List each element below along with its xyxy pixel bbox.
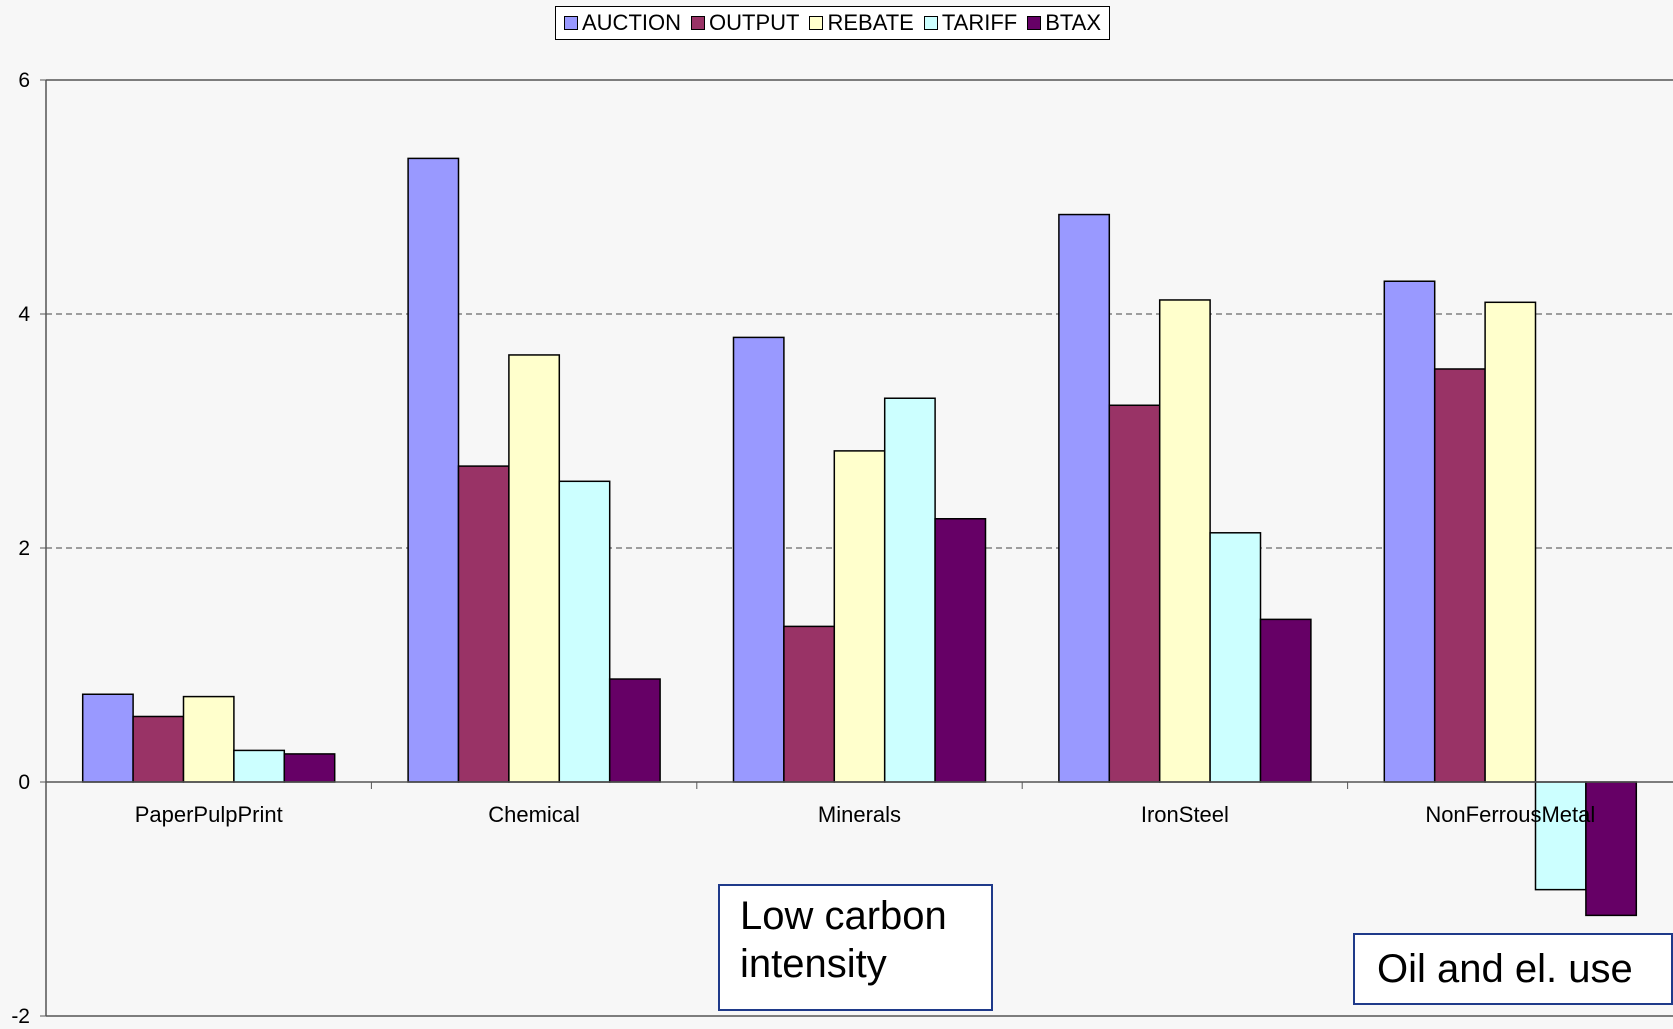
bar-output-paperpulpprint — [132, 715, 185, 783]
bar-btax-ironsteel — [1259, 618, 1312, 783]
bar-btax-minerals — [934, 518, 987, 783]
bar-rebate-ironsteel — [1158, 299, 1211, 783]
bar-rebate-chemical — [508, 354, 561, 783]
legend-label: OUTPUT — [709, 10, 800, 35]
legend-item-output: OUTPUT — [691, 10, 799, 36]
legend-item-tariff: TARIFF — [923, 10, 1018, 36]
bar-auction-minerals — [732, 336, 785, 783]
legend: AUCTION OUTPUT REBATE TARIFF BTAX — [555, 6, 1111, 40]
x-tick-label: IronSteel — [1141, 802, 1229, 827]
legend-swatch — [691, 16, 705, 30]
legend-label: TARIFF — [941, 10, 1018, 35]
legend-item-rebate: REBATE — [809, 10, 914, 36]
x-tick-label: NonFerrousMetal — [1425, 802, 1595, 827]
bar-btax-paperpulpprint — [283, 753, 336, 783]
annotation-low-carbon-line1: Low carbon — [740, 894, 947, 938]
legend-label: AUCTION — [582, 10, 681, 35]
bar-auction-nonferrousmetal — [1383, 280, 1436, 783]
bar-output-minerals — [783, 625, 836, 783]
bar-auction-ironsteel — [1058, 213, 1111, 783]
bar-output-nonferrousmetal — [1433, 368, 1486, 783]
legend-swatch — [564, 16, 578, 30]
bar-auction-paperpulpprint — [81, 693, 134, 783]
x-tick-label: Minerals — [818, 802, 901, 827]
annotation-low-carbon-line2: intensity — [740, 942, 887, 986]
annotation-oil-el-use-text: Oil and el. use — [1377, 947, 1633, 991]
bar-tariff-nonferrousmetal — [1534, 781, 1587, 891]
bar-rebate-minerals — [833, 450, 886, 783]
bar-output-ironsteel — [1108, 404, 1161, 783]
bar-tariff-minerals — [883, 397, 936, 783]
bar-auction-chemical — [407, 157, 460, 783]
legend-item-auction: AUCTION — [564, 10, 681, 36]
bar-tariff-paperpulpprint — [233, 749, 286, 783]
bar-output-chemical — [457, 465, 510, 783]
y-tick-label: -2 — [11, 1005, 30, 1028]
bar-btax-chemical — [608, 678, 661, 783]
y-tick-label: 6 — [18, 69, 30, 92]
y-tick-labels: -2 0 2 4 6 — [11, 69, 30, 1028]
bar-rebate-nonferrousmetal — [1484, 301, 1537, 783]
y-tick-label: 2 — [18, 537, 30, 560]
legend-label: REBATE — [827, 10, 914, 35]
bar-tariff-chemical — [558, 480, 611, 783]
annotation-oil-el-use: Oil and el. use — [1353, 933, 1673, 1005]
legend-item-btax: BTAX — [1027, 10, 1101, 36]
bar-tariff-ironsteel — [1209, 532, 1262, 783]
legend-swatch — [923, 16, 938, 30]
legend-swatch — [1027, 16, 1042, 30]
axes — [40, 79, 1673, 1017]
x-tick-label: Chemical — [488, 802, 580, 827]
y-tick-label: 0 — [18, 771, 30, 794]
legend-label: BTAX — [1045, 10, 1102, 35]
bar-rebate-paperpulpprint — [182, 695, 235, 783]
y-tick-label: 4 — [18, 303, 30, 326]
x-tick-labels: PaperPulpPrint Chemical Minerals IronSteel N… — [135, 802, 1596, 827]
legend-swatch — [809, 16, 824, 30]
bars — [81, 157, 1638, 917]
x-tick-label: PaperPulpPrint — [135, 802, 283, 827]
annotation-low-carbon: Low carbon intensity — [718, 884, 993, 1011]
